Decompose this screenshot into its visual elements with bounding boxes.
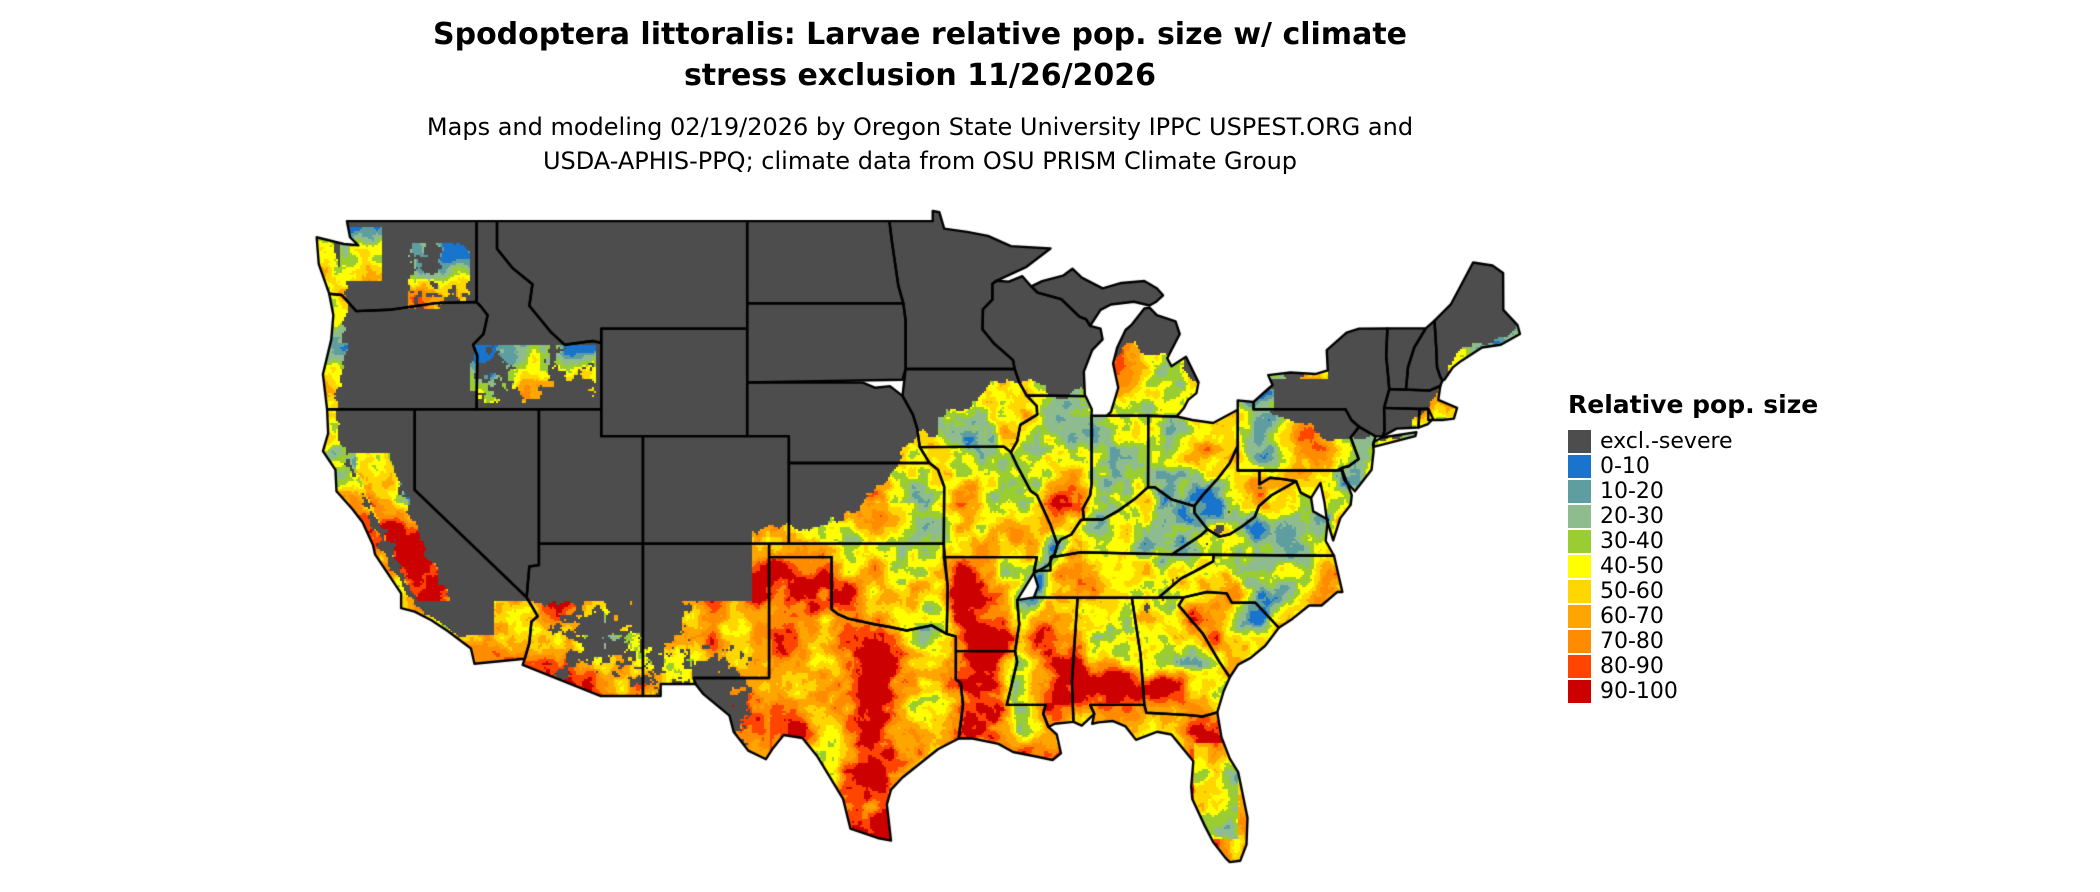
legend-swatch (1568, 680, 1591, 703)
legend-swatch (1568, 630, 1591, 653)
legend-row: 50-60 (1568, 579, 1898, 604)
legend-row: 0-10 (1568, 454, 1898, 479)
legend-row: 20-30 (1568, 504, 1898, 529)
legend-row: excl.-severe (1568, 429, 1898, 454)
header: Spodoptera littoralis: Larvae relative p… (270, 14, 1570, 178)
subtitle-line-2: USDA-APHIS-PPQ; climate data from OSU PR… (542, 147, 1298, 175)
legend-label: 20-30 (1600, 504, 1664, 529)
legend-label: 90-100 (1600, 679, 1678, 704)
legend-swatch (1568, 455, 1591, 478)
legend-label: 80-90 (1600, 654, 1664, 679)
legend-label: 10-20 (1600, 479, 1664, 504)
legend-row: 60-70 (1568, 604, 1898, 629)
legend-label: 30-40 (1600, 529, 1664, 554)
us-map-canvas (300, 205, 1530, 885)
legend-rows: excl.-severe 0-10 10-20 20-30 30-40 40-50 50-6… (1568, 429, 1898, 704)
legend-title: Relative pop. size (1568, 390, 1819, 419)
legend-swatch (1568, 580, 1591, 603)
legend-row: 40-50 (1568, 554, 1898, 579)
legend-swatch (1568, 530, 1591, 553)
legend-label: 70-80 (1600, 629, 1664, 654)
legend-row: 90-100 (1568, 679, 1898, 704)
title-line-2: stress exclusion 11/26/2026 (683, 58, 1157, 93)
legend-swatch (1568, 605, 1591, 628)
legend-row: 10-20 (1568, 479, 1898, 504)
legend-label: 0-10 (1600, 454, 1650, 479)
subtitle-line-1: Maps and modeling 02/19/2026 by Oregon S… (426, 113, 1414, 141)
legend-swatch (1568, 555, 1591, 578)
title-line-1: Spodoptera littoralis: Larvae relative p… (432, 17, 1408, 52)
legend-label: excl.-severe (1600, 429, 1733, 454)
page-subtitle: Maps and modeling 02/19/2026 by Oregon S… (270, 110, 1570, 178)
legend-swatch (1568, 480, 1591, 503)
page-title: Spodoptera littoralis: Larvae relative p… (270, 14, 1570, 96)
legend: Relative pop. size excl.-severe 0-10 10-20… (1568, 390, 1898, 704)
legend-label: 40-50 (1600, 554, 1664, 579)
legend-swatch (1568, 655, 1591, 678)
legend-swatch (1568, 430, 1591, 453)
us-map-figure (300, 205, 1530, 885)
legend-label: 50-60 (1600, 579, 1664, 604)
legend-label: 60-70 (1600, 604, 1664, 629)
legend-row: 70-80 (1568, 629, 1898, 654)
legend-row: 30-40 (1568, 529, 1898, 554)
legend-row: 80-90 (1568, 654, 1898, 679)
legend-swatch (1568, 505, 1591, 528)
